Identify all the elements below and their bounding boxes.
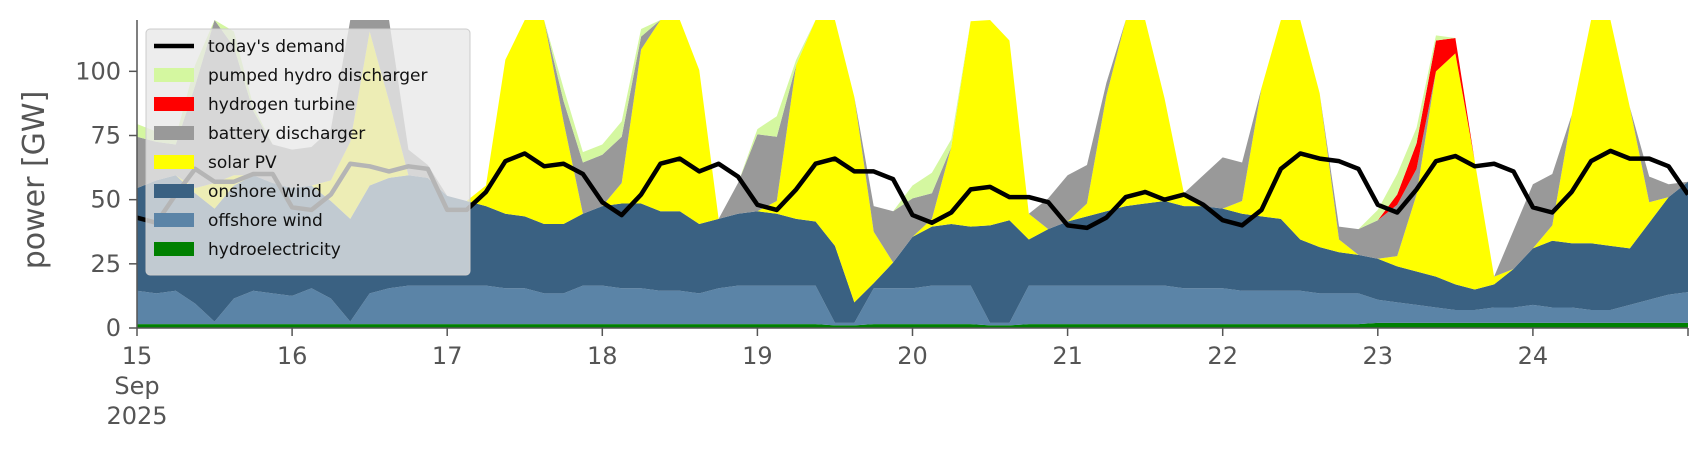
y-tick-label: 50	[90, 186, 121, 214]
legend-label: hydroelectricity	[208, 240, 341, 260]
x-tick-label: 22	[1207, 342, 1238, 370]
x-tick-label: 20	[897, 342, 928, 370]
stacked-areas	[137, 20, 1688, 328]
legend-label: hydrogen turbine	[208, 95, 355, 115]
x-tick-label: 16	[277, 342, 308, 370]
legend-label: offshore wind	[208, 211, 323, 231]
legend-swatch	[154, 213, 194, 227]
legend-swatch	[154, 126, 194, 140]
axes: 0 25 50 75 100 15 Sep 2025 16 17 18 19 20 21 22 23 24	[75, 20, 1689, 430]
x-tick-label: 19	[742, 342, 773, 370]
legend-swatch	[154, 68, 194, 82]
legend-swatch	[154, 242, 194, 256]
y-tick-label: 100	[75, 57, 121, 85]
legend-swatch	[154, 97, 194, 111]
x-tick-label: 21	[1052, 342, 1083, 370]
legend-label: today's demand	[208, 37, 345, 57]
x-tick-label: 18	[587, 342, 618, 370]
legend-box	[145, 28, 471, 276]
x-tick-label: 15 Sep 2025	[106, 342, 167, 430]
legend: today's demand pumped hydro discharger hyd…	[145, 28, 471, 276]
y-axis-title: power [GW]	[17, 91, 52, 270]
y-tick-label: 25	[90, 250, 121, 278]
solar-pv-area	[137, 20, 1688, 303]
x-tick-label: 17	[432, 342, 463, 370]
y-tick-label: 0	[106, 314, 121, 342]
y-tick-label: 75	[90, 122, 121, 150]
legend-swatch	[154, 155, 194, 169]
offshore-wind-area	[137, 285, 1688, 326]
battery-discharger-area	[137, 20, 1688, 277]
legend-label: battery discharger	[208, 124, 365, 144]
legend-label: pumped hydro discharger	[208, 66, 427, 86]
legend-swatch	[154, 184, 194, 198]
onshore-wind-area	[137, 175, 1688, 323]
x-tick-label: 23	[1363, 342, 1394, 370]
legend-label: onshore wind	[208, 182, 322, 202]
x-tick-label: 24	[1518, 342, 1549, 370]
legend-label: solar PV	[208, 153, 277, 173]
